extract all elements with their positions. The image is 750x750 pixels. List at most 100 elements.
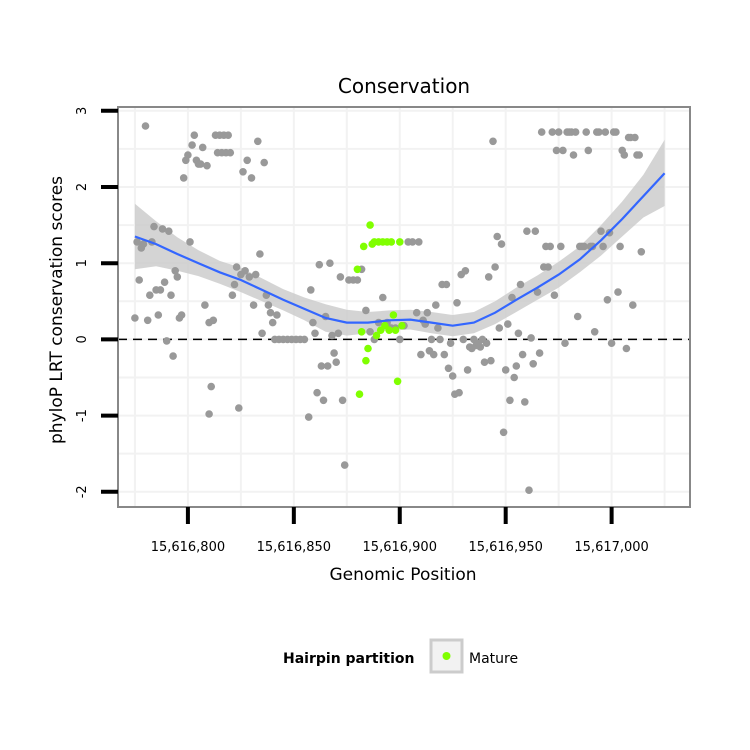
x-tick-label: 15,616,950 <box>468 540 542 555</box>
mature-point <box>396 238 404 246</box>
mature-point <box>355 390 364 399</box>
other-point <box>326 259 334 268</box>
other-point <box>230 280 239 289</box>
other-point <box>135 276 143 284</box>
other-point <box>165 227 173 235</box>
chart-title: Conservation <box>338 74 470 98</box>
other-point <box>307 286 315 294</box>
y-tick-label: 3 <box>75 107 90 115</box>
other-point <box>427 335 436 344</box>
other-point <box>631 133 639 142</box>
other-point <box>338 396 347 405</box>
other-point <box>330 349 338 357</box>
other-point <box>150 222 158 231</box>
other-point <box>323 362 332 370</box>
other-point <box>432 301 440 309</box>
other-point <box>235 404 243 412</box>
other-point <box>455 388 463 397</box>
other-point <box>561 339 569 348</box>
other-point <box>415 238 423 246</box>
other-point <box>232 263 241 271</box>
y-axis: -2 -1 0 1 2 3 <box>75 107 118 498</box>
other-point <box>571 128 580 136</box>
mature-point <box>393 377 402 386</box>
mature-point <box>357 328 366 336</box>
other-point <box>184 151 192 159</box>
other-point <box>141 122 150 130</box>
other-point <box>493 232 502 241</box>
other-point <box>362 306 370 315</box>
other-point <box>243 156 251 165</box>
x-tick-label: 15,616,800 <box>151 540 225 555</box>
other-point <box>396 335 404 344</box>
plot-panel <box>118 107 690 507</box>
x-tick-label: 15,617,000 <box>574 540 648 555</box>
other-point <box>177 311 186 319</box>
other-point <box>336 273 345 281</box>
other-point <box>249 301 258 309</box>
other-point <box>417 350 425 359</box>
other-point <box>133 238 141 246</box>
legend-title: Hairpin partition <box>283 651 414 667</box>
other-point <box>258 329 266 338</box>
mature-point <box>372 331 381 340</box>
other-point <box>313 388 321 397</box>
other-point <box>228 291 237 300</box>
other-point <box>158 225 167 233</box>
other-point <box>179 174 188 182</box>
other-point <box>612 128 620 136</box>
other-point <box>514 329 523 338</box>
other-point <box>637 248 646 256</box>
mature-point <box>398 321 406 330</box>
other-point <box>139 240 148 248</box>
other-point <box>203 161 211 170</box>
mature-point <box>362 356 370 365</box>
other-point <box>601 128 610 136</box>
other-point <box>260 158 269 167</box>
other-point <box>201 301 209 309</box>
other-point <box>154 311 163 319</box>
mature-point <box>366 221 374 229</box>
other-point <box>552 146 561 155</box>
other-point <box>196 160 205 168</box>
other-point <box>247 174 256 182</box>
other-point <box>614 288 622 296</box>
other-point <box>444 364 453 373</box>
other-point <box>484 273 493 281</box>
legend-mature-dot <box>442 652 451 660</box>
other-point <box>544 263 552 271</box>
other-point <box>554 128 563 136</box>
other-point <box>412 308 421 317</box>
mature-point <box>389 311 398 319</box>
other-point <box>241 267 249 275</box>
other-point <box>506 396 514 405</box>
other-point <box>516 280 525 289</box>
other-point <box>518 350 527 359</box>
other-point <box>434 324 442 332</box>
other-point <box>501 366 510 374</box>
y-tick-label: -1 <box>75 409 90 422</box>
other-point <box>311 329 319 338</box>
other-point <box>635 151 643 159</box>
other-point <box>559 146 567 155</box>
other-point <box>525 486 533 495</box>
other-point <box>603 296 612 304</box>
other-point <box>597 227 605 235</box>
other-point <box>366 328 374 336</box>
smooth-line-layer <box>134 172 666 327</box>
other-point <box>131 314 139 322</box>
other-point <box>620 151 629 159</box>
legend-label-mature: Mature <box>469 651 518 667</box>
other-point <box>429 350 438 359</box>
other-point <box>340 461 349 469</box>
other-point <box>156 286 165 294</box>
other-point <box>245 273 254 281</box>
other-point <box>508 293 516 302</box>
smooth-line <box>134 172 666 327</box>
other-point <box>491 263 499 271</box>
other-point <box>446 339 455 348</box>
other-point <box>476 343 485 351</box>
other-point <box>512 362 521 370</box>
y-tick-label: 1 <box>75 259 90 267</box>
